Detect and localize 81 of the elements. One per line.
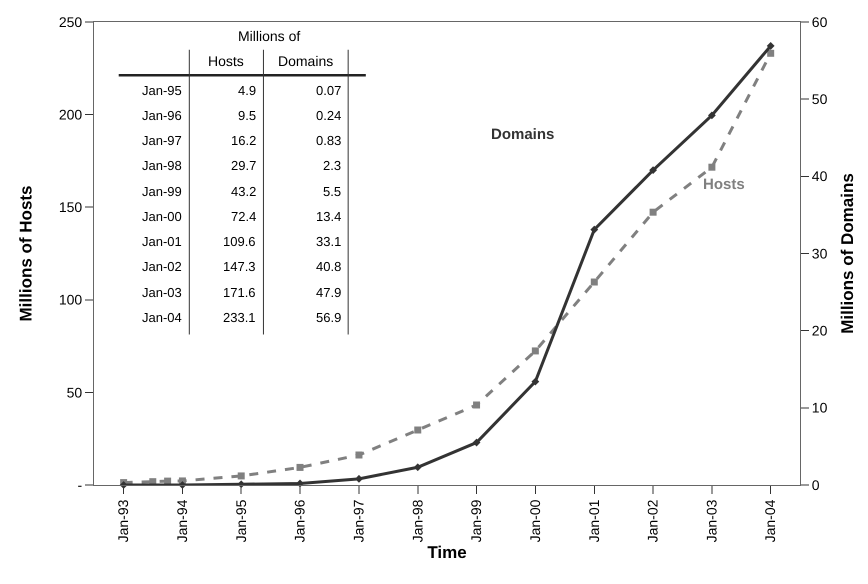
point <box>473 401 480 408</box>
y2-tick-label: 40 <box>812 168 828 184</box>
annotation: 109.6 <box>223 234 256 249</box>
point <box>649 166 657 174</box>
annotation: 56.9 <box>316 310 342 325</box>
y2-tick-label: 30 <box>812 245 828 262</box>
x-tick-label: Jan-03 <box>703 499 720 542</box>
annotation: 16.2 <box>231 133 256 148</box>
annotation: 33.1 <box>316 234 342 249</box>
y2-tick-label: 60 <box>812 14 828 30</box>
annotation: 2.3 <box>323 158 342 173</box>
x-tick-label: Jan-97 <box>350 499 367 542</box>
annotation: Jan-97 <box>142 133 182 148</box>
annotation: 171.6 <box>223 285 256 300</box>
point <box>590 278 598 286</box>
annotation: Domains <box>278 53 334 69</box>
annotation: Jan-00 <box>142 209 182 224</box>
annotation: Jan-96 <box>142 108 182 123</box>
annotation: 29.7 <box>231 158 256 173</box>
point <box>708 111 716 120</box>
text: Domains <box>491 126 554 143</box>
annotation: 43.2 <box>231 184 256 199</box>
annotation: 147.3 <box>223 259 256 274</box>
annotation: 40.8 <box>316 259 342 274</box>
point <box>238 472 245 480</box>
x-tick-label: Jan-00 <box>526 499 543 542</box>
annotation: Jan-02 <box>142 259 182 274</box>
annotation: 5.5 <box>323 184 342 199</box>
x-tick-label: Jan-99 <box>468 499 484 542</box>
y2-tick-label: 50 <box>812 91 828 108</box>
y2-tick-label: 10 <box>812 400 828 416</box>
point <box>531 378 540 386</box>
x-tick-label: Jan-98 <box>409 499 426 542</box>
point <box>650 208 657 216</box>
y-tick-label: 250 <box>58 14 82 30</box>
annotation: 72.4 <box>231 209 256 224</box>
annotation: Jan-95 <box>142 83 182 98</box>
annotation: Jan-98 <box>142 158 182 173</box>
x-tick-label: Jan-94 <box>174 499 190 542</box>
point <box>590 226 598 234</box>
x-tick-label: Jan-95 <box>232 499 249 542</box>
point <box>708 164 716 171</box>
y-axis-title: Millions of Hosts <box>16 186 36 322</box>
y-tick-label: 150 <box>58 199 82 216</box>
x-tick-label: Jan-93 <box>115 499 132 542</box>
x-tick-label: Jan-04 <box>762 499 778 542</box>
annotation: Jan-03 <box>142 285 182 300</box>
annotation: 9.5 <box>238 108 256 123</box>
x-tick-label: Jan-02 <box>644 499 661 542</box>
y-tick-label: 100 <box>58 292 82 308</box>
x-axis-title: Time <box>427 542 467 562</box>
point <box>296 464 304 471</box>
point <box>767 50 774 57</box>
annotation: Hosts <box>208 53 244 69</box>
point <box>414 463 422 472</box>
annotation: 0.24 <box>316 108 342 123</box>
annotation: Jan-01 <box>142 234 182 249</box>
point <box>766 42 775 50</box>
x-tick-label: Jan-01 <box>586 499 602 542</box>
point <box>532 347 539 354</box>
annotation: 13.4 <box>316 209 342 224</box>
y2-axis-title: Millions of Domains <box>838 173 857 334</box>
point <box>355 452 362 458</box>
annotation: Jan-04 <box>142 310 182 325</box>
y2-tick-label: 20 <box>812 322 828 339</box>
annotation: Millions of <box>238 28 300 44</box>
series-label: Hosts <box>703 176 745 193</box>
point <box>355 474 363 483</box>
point <box>472 438 480 446</box>
y2-tick-label: 0 <box>812 476 820 493</box>
annotation: 47.9 <box>316 285 342 300</box>
x-tick-label: Jan-96 <box>292 499 308 542</box>
annotation: 4.9 <box>238 83 256 98</box>
annotation: Jan-99 <box>142 184 182 199</box>
annotation: 0.07 <box>316 83 342 98</box>
annotation: 233.1 <box>223 310 256 325</box>
point <box>414 426 422 434</box>
y-tick-label: 200 <box>58 106 82 122</box>
y-tick-label: - <box>78 476 83 493</box>
annotation: 0.83 <box>316 133 342 148</box>
y-tick-label: 50 <box>66 384 82 400</box>
